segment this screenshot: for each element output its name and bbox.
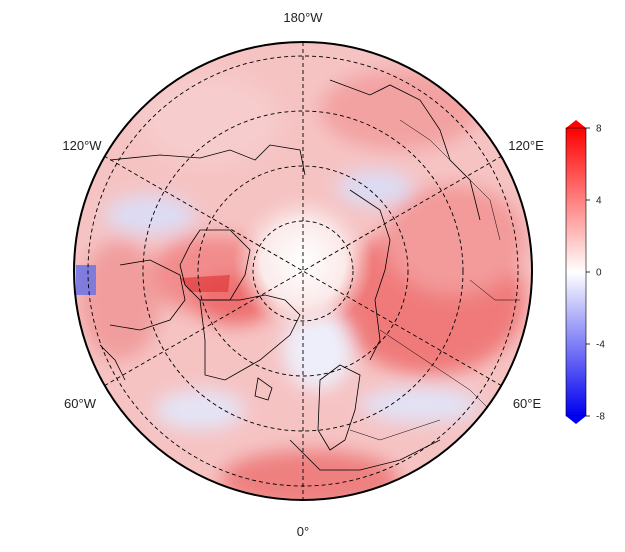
hudson-bay-coast: [109, 259, 186, 331]
lon-label-upper-left: 120°W: [62, 138, 102, 153]
europe-coast: [289, 439, 441, 471]
colorbar: 8 4 0 -4 -8: [565, 120, 605, 424]
canadian-archipelago: [179, 229, 251, 301]
latitude-circle-80: [252, 220, 354, 322]
border-1: [399, 119, 501, 241]
lon-label-top: 180°W: [283, 10, 323, 25]
border-4: [469, 279, 520, 301]
colorbar-ramp: [565, 127, 587, 417]
colorbar-ticks: 8 4 0 -4 -8: [586, 124, 605, 423]
colorbar-max-extend: [566, 120, 586, 128]
lon-label-lower-right: 60°E: [513, 396, 542, 411]
longitude-labels: 180°W 120°W 120°E 60°W 60°E 0°: [62, 10, 544, 539]
graticule: [87, 42, 519, 500]
greenland-coast: [199, 294, 301, 381]
colorbar-tick-label: 0: [596, 268, 602, 279]
lon-label-upper-right: 120°E: [508, 138, 544, 153]
alaska-coast: [109, 144, 306, 176]
colorbar-tick-label: 8: [596, 124, 602, 135]
coastlines: [99, 79, 481, 471]
scandinavia-coast: [317, 364, 361, 451]
iceland-coast: [254, 377, 273, 401]
colorbar-min-extend: [566, 416, 586, 424]
latitude-circle-60: [142, 110, 464, 432]
map-boundary: [73, 41, 533, 501]
colorbar-tick-label: 4: [596, 196, 602, 207]
lon-label-lower-left: 60°W: [64, 396, 97, 411]
colorbar-tick-label: -4: [596, 340, 605, 351]
strong-positive-patch: [180, 275, 230, 292]
colorbar-tick-label: -8: [596, 412, 605, 423]
country-borders: [349, 119, 520, 441]
negative-anomaly-patch: [76, 265, 96, 295]
labrador-coast: [99, 344, 126, 381]
border-2: [379, 329, 491, 411]
border-3: [349, 419, 441, 441]
siberia-north-coast: [349, 189, 391, 361]
latitude-circle-70: [197, 165, 409, 377]
lon-label-bottom: 0°: [297, 524, 309, 539]
